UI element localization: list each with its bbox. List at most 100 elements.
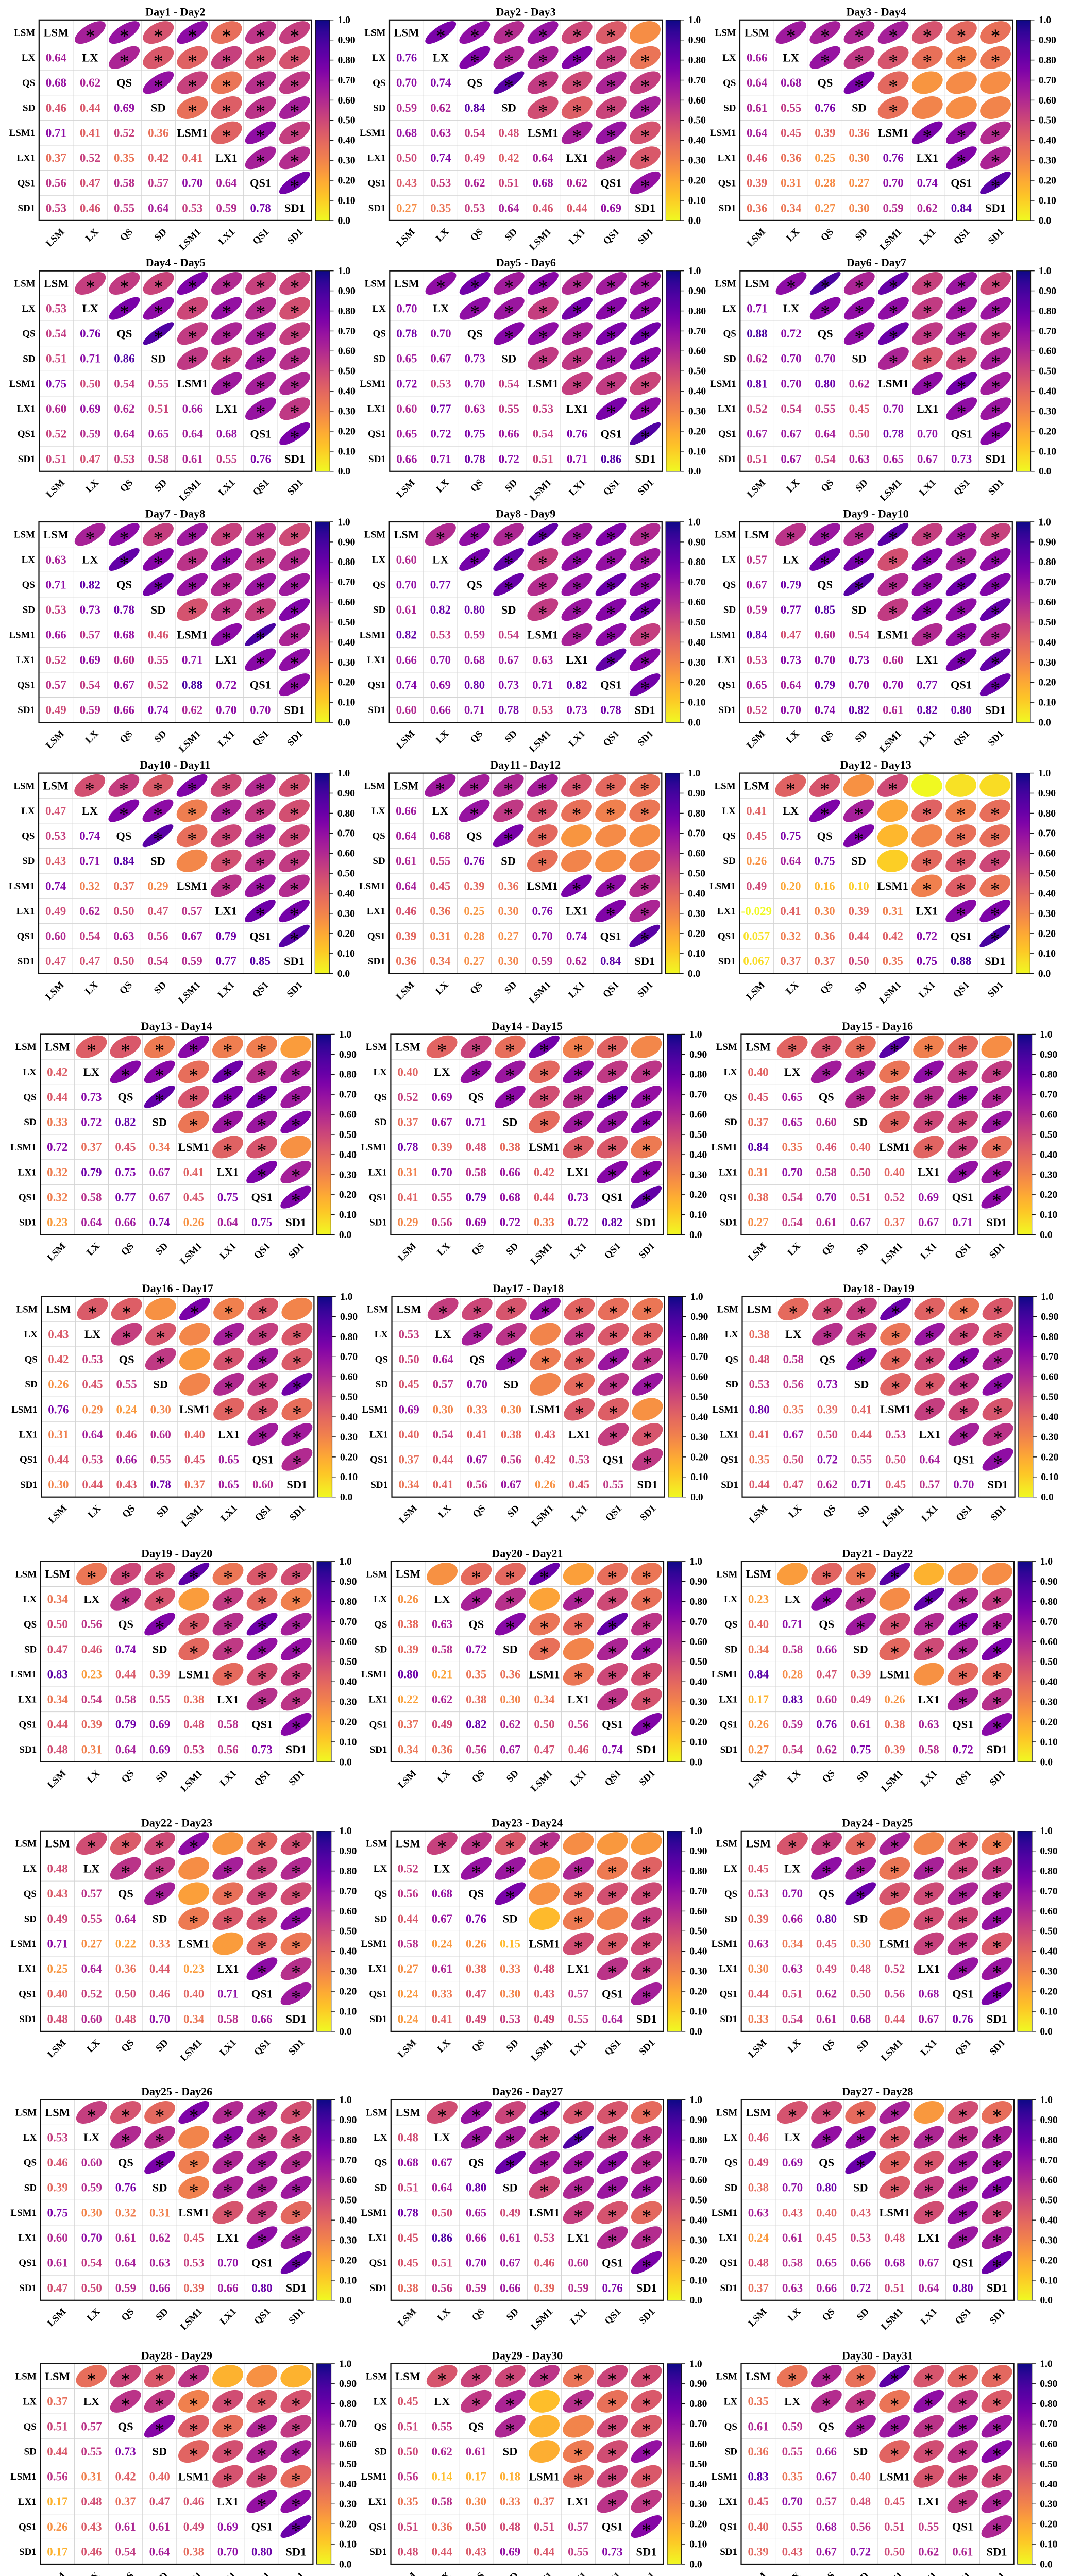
svg-text:*: * [958,2419,968,2441]
svg-text:*: * [291,2520,301,2541]
svg-text:0.35: 0.35 [430,201,451,214]
svg-text:*: * [640,101,650,123]
svg-text:*: * [640,76,650,97]
svg-text:0.78: 0.78 [883,428,904,440]
svg-text:0.46: 0.46 [748,2131,769,2144]
svg-text:*: * [854,327,864,348]
svg-text:*: * [290,50,299,72]
svg-text:*: * [540,1302,550,1324]
svg-text:*: * [471,1065,481,1087]
svg-text:*: * [256,151,265,173]
svg-text:0.61: 0.61 [748,2420,768,2433]
svg-text:0.29: 0.29 [147,879,168,892]
svg-text:0.67: 0.67 [747,428,767,440]
svg-text:*: * [957,327,967,348]
svg-text:0.64: 0.64 [82,1428,103,1441]
svg-text:*: * [958,2469,968,2491]
svg-text:0.39: 0.39 [398,1643,418,1656]
svg-text:*: * [573,1937,583,1958]
svg-text:*: * [888,778,898,800]
svg-text:*: * [222,301,231,323]
svg-text:*: * [641,2156,651,2177]
svg-text:*: * [156,1327,165,1349]
svg-text:*: * [856,2130,866,2152]
svg-text:0.53: 0.53 [82,1353,103,1366]
svg-text:0.54: 0.54 [498,629,519,641]
svg-text:*: * [539,1040,549,1061]
svg-text:0.69: 0.69 [430,679,451,691]
svg-text:*: * [992,1065,1002,1087]
svg-text:*: * [504,301,514,323]
svg-text:0.67: 0.67 [816,2545,837,2558]
svg-text:0.74: 0.74 [149,1216,171,1229]
svg-text:Day28 - Day29: Day28 - Day29 [141,2349,212,2362]
svg-text:0.82: 0.82 [115,1116,136,1129]
svg-text:0.73: 0.73 [566,704,587,717]
svg-text:*: * [291,1190,301,1212]
svg-text:*: * [290,603,299,624]
svg-text:0.76: 0.76 [48,1403,69,1416]
svg-text:Day3 - Day4: Day3 - Day4 [846,5,906,18]
svg-text:*: * [222,327,231,348]
svg-text:0.76: 0.76 [250,452,271,465]
svg-text:*: * [924,2180,934,2202]
svg-text:*: * [820,50,830,72]
svg-text:0.42: 0.42 [48,1353,69,1366]
svg-text:*: * [505,1567,515,1589]
svg-text:*: * [256,76,265,97]
svg-text:0.67: 0.67 [114,679,134,691]
svg-text:0.82: 0.82 [917,704,937,717]
svg-text:0.46: 0.46 [149,1988,170,2001]
svg-text:*: * [607,1642,617,1664]
svg-text:0.40: 0.40 [816,2206,837,2219]
svg-text:0.71: 0.71 [952,1216,973,1229]
svg-text:*: * [923,377,933,398]
svg-text:0.44: 0.44 [115,1668,137,1681]
svg-text:0.49: 0.49 [464,151,485,164]
svg-text:0.84: 0.84 [951,201,972,214]
svg-text:0.66: 0.66 [396,653,417,666]
svg-text:0.72: 0.72 [953,1743,973,1756]
svg-text:*: * [221,778,231,800]
svg-text:0.71: 0.71 [782,1618,803,1631]
svg-text:*: * [572,528,582,549]
svg-text:0.57: 0.57 [148,177,168,190]
svg-text:0.30: 0.30 [498,955,519,968]
svg-text:0.33: 0.33 [500,2495,520,2508]
svg-text:*: * [573,2156,583,2177]
svg-text:*: * [991,427,1001,448]
svg-text:0.56: 0.56 [217,1743,238,1756]
svg-text:*: * [257,1140,267,1162]
svg-text:0.51: 0.51 [397,2420,418,2433]
svg-text:*: * [607,1861,617,1883]
svg-text:*: * [471,1861,481,1883]
svg-text:0.45: 0.45 [397,2395,418,2408]
svg-text:*: * [539,2180,549,2202]
svg-text:0.30: 0.30 [850,1937,871,1950]
svg-text:*: * [993,1327,1003,1349]
svg-text:*: * [607,1090,617,1112]
svg-text:0.78: 0.78 [498,704,519,717]
svg-text:0.75: 0.75 [917,955,937,968]
svg-text:0.56: 0.56 [81,1618,102,1631]
svg-text:0.66: 0.66 [251,2012,272,2025]
svg-text:0.55: 0.55 [116,1378,137,1391]
svg-text:0.75: 0.75 [251,1216,272,1229]
svg-text:*: * [958,2130,968,2152]
svg-text:*: * [538,603,548,624]
svg-text:0.67: 0.67 [918,2012,939,2025]
svg-text:*: * [121,1592,131,1614]
svg-text:0.55: 0.55 [430,855,450,868]
svg-text:*: * [641,1567,651,1589]
svg-text:0.43: 0.43 [782,2206,803,2219]
svg-text:*: * [992,2130,1002,2152]
svg-text:0.51: 0.51 [782,1988,803,2001]
svg-text:*: * [990,578,1000,599]
svg-text:*: * [855,2394,865,2416]
svg-text:0.53: 0.53 [183,2257,204,2269]
svg-text:*: * [922,804,932,825]
svg-text:0.71: 0.71 [45,578,66,591]
svg-text:0.44: 0.44 [432,2545,453,2558]
svg-text:0.75: 0.75 [850,1743,871,1756]
svg-text:0.78: 0.78 [465,452,485,465]
